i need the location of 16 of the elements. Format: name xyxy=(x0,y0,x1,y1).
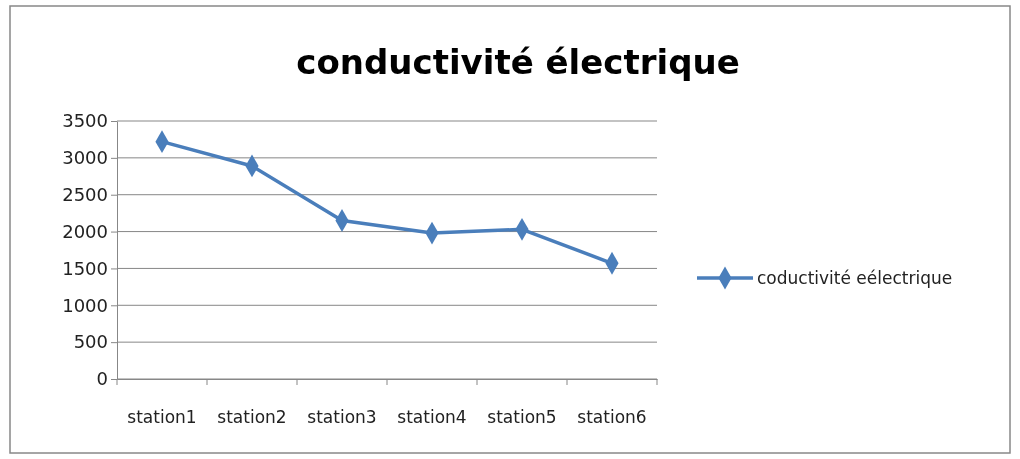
x-tick-label: station2 xyxy=(217,407,287,428)
y-tick-label: 1500 xyxy=(62,257,108,279)
x-tick-label: station5 xyxy=(487,407,557,428)
x-tick-label: station4 xyxy=(397,407,467,428)
x-tick-label: station6 xyxy=(577,407,647,428)
x-tick-label: station1 xyxy=(127,407,197,428)
y-tick-label: 0 xyxy=(96,368,108,390)
x-tick-label: station3 xyxy=(307,407,377,428)
chart-title: conductivité électrique xyxy=(296,42,740,82)
y-tick-label: 3500 xyxy=(62,110,108,132)
legend-label: coductivité eélectrique xyxy=(757,268,953,288)
y-tick-label: 3000 xyxy=(62,147,108,169)
y-tick-label: 2500 xyxy=(62,183,108,205)
y-tick-label: 500 xyxy=(73,331,108,353)
y-tick-label: 2000 xyxy=(62,220,108,242)
y-tick-label: 1000 xyxy=(62,294,108,316)
